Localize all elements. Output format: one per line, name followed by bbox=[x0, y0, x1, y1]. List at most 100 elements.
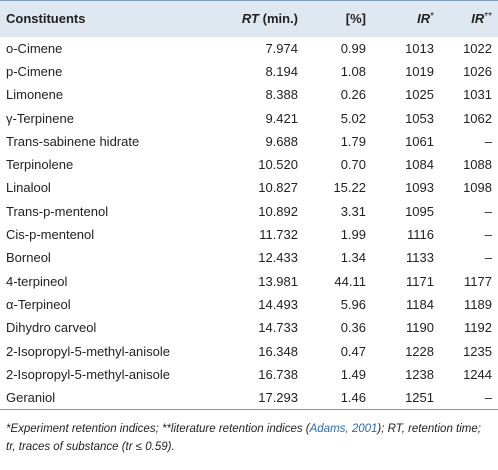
table-cell: 1031 bbox=[463, 87, 492, 103]
table-cell: 1084 bbox=[405, 157, 434, 173]
table-cell: p-Cimene bbox=[6, 63, 63, 79]
table-cell: Linalool bbox=[6, 180, 51, 196]
table-cell: 16.348 bbox=[258, 343, 298, 359]
table-cell: 1062 bbox=[463, 110, 492, 126]
table-cell: 1244 bbox=[463, 366, 492, 382]
table-cell: 1025 bbox=[405, 87, 434, 103]
header-text: IR bbox=[417, 11, 431, 27]
table-cell: 1235 bbox=[463, 343, 492, 359]
table-cell: 1251 bbox=[405, 390, 434, 406]
table-cell: 1.46 bbox=[340, 390, 366, 406]
table-cell: 44.11 bbox=[334, 273, 366, 289]
table-cell: 1019 bbox=[405, 63, 434, 79]
table-cell: 0.47 bbox=[340, 343, 366, 359]
table-row: 2-Isopropyl-5-methyl-anisole 16.738 1.49 12… bbox=[0, 363, 498, 386]
table-cell: 5.02 bbox=[340, 110, 366, 126]
header-cell: IR** bbox=[440, 1, 498, 37]
table-cell: 1088 bbox=[463, 157, 492, 173]
footnote-text: ); RT, retention time; tr, traces of sub… bbox=[6, 423, 481, 454]
header-cell: RT (min.) bbox=[222, 1, 304, 37]
table-header: Constituents RT (min.) [%] IR* IR** bbox=[0, 0, 498, 37]
table-cell: 1184 bbox=[406, 296, 434, 312]
table-cell: – bbox=[484, 227, 492, 243]
header-text: [%] bbox=[345, 11, 366, 27]
table-cell: 1238 bbox=[405, 366, 434, 382]
table-row: Geraniol 17.293 1.46 1251 – bbox=[0, 386, 498, 410]
table-row: p-Cimene 8.194 1.08 1019 1026 bbox=[0, 60, 498, 83]
table-cell: 15.22 bbox=[333, 180, 366, 196]
header-text: (min.) bbox=[259, 11, 298, 27]
table-cell: 1093 bbox=[405, 180, 434, 196]
data-table: Constituents RT (min.) [%] IR* IR** o-Ci… bbox=[0, 0, 498, 411]
table-cell: 13.981 bbox=[258, 273, 298, 289]
table-cell: Geraniol bbox=[6, 390, 56, 406]
table-cell: Cis-p-mentenol bbox=[6, 227, 95, 243]
table-cell: 0.99 bbox=[340, 40, 366, 56]
table-cell: 1095 bbox=[405, 203, 434, 219]
table-cell: – bbox=[484, 203, 492, 219]
table-cell: 8.388 bbox=[265, 87, 298, 103]
table-cell: 8.194 bbox=[265, 63, 298, 79]
table-cell: 1.99 bbox=[340, 227, 366, 243]
footnote: *Experiment retention indices; **literat… bbox=[0, 410, 498, 456]
table-cell: 16.738 bbox=[258, 366, 298, 382]
table-cell: 1190 bbox=[406, 320, 434, 336]
table-cell: 1053 bbox=[405, 110, 434, 126]
header-text: * bbox=[430, 11, 434, 23]
table-cell: 1.08 bbox=[340, 63, 366, 79]
table-cell: Limonene bbox=[6, 87, 64, 103]
table-cell: 9.421 bbox=[265, 110, 298, 126]
table-cell: 5.96 bbox=[340, 296, 366, 312]
table-row: Terpinolene 10.520 0.70 1084 1088 bbox=[0, 153, 498, 176]
table-cell: 4-terpineol bbox=[6, 273, 68, 289]
table-row: 4-terpineol 13.981 44.11 1171 1177 bbox=[0, 269, 498, 292]
table-cell: 2-Isopropyl-5-methyl-anisole bbox=[6, 343, 171, 359]
table-row: Dihydro carveol 14.733 0.36 1190 1192 bbox=[0, 316, 498, 339]
table-cell: 1192 bbox=[464, 320, 492, 336]
table-row: Limonene 8.388 0.26 1025 1031 bbox=[0, 83, 498, 106]
table-cell: 1022 bbox=[463, 40, 492, 56]
table-cell: – bbox=[484, 250, 492, 266]
header-text: ** bbox=[484, 11, 492, 23]
table-cell: 1116 bbox=[407, 227, 434, 243]
table-cell: 1.79 bbox=[340, 133, 366, 149]
table-cell: 0.70 bbox=[340, 157, 366, 173]
table-cell: 7.974 bbox=[265, 40, 298, 56]
header-text: IR bbox=[471, 11, 485, 27]
footnote-text: *Experiment retention indices; **literat… bbox=[6, 423, 310, 436]
table-row: 2-Isopropyl-5-methyl-anisole 16.348 0.47 12… bbox=[0, 339, 498, 362]
table-cell: 0.26 bbox=[340, 87, 366, 103]
table-cell: 1.34 bbox=[340, 250, 366, 266]
table-cell: 1013 bbox=[405, 40, 434, 56]
table-cell: 1.49 bbox=[340, 366, 366, 382]
table-body: o-Cimene 7.974 0.99 1013 1022 p-Cimene 8.194 1.… bbox=[0, 37, 498, 410]
header-text: RT bbox=[241, 11, 259, 27]
header-row: Constituents RT (min.) [%] IR* IR** bbox=[0, 0, 498, 37]
table-cell: 17.293 bbox=[258, 390, 298, 406]
table-cell: 10.892 bbox=[258, 203, 298, 219]
table-cell: α-Terpineol bbox=[6, 296, 71, 312]
table-cell: 1177 bbox=[464, 273, 492, 289]
table-cell: – bbox=[484, 390, 492, 406]
table-cell: Trans-sabinene hidrate bbox=[6, 133, 140, 149]
table-cell: 10.520 bbox=[258, 157, 298, 173]
table-cell: 1228 bbox=[405, 343, 434, 359]
table-cell: 12.433 bbox=[258, 250, 298, 266]
table-cell: 10.827 bbox=[258, 180, 298, 196]
footnote-link: Adams, 2001 bbox=[309, 423, 378, 436]
table-cell: 9.688 bbox=[265, 133, 298, 149]
table-cell: 14.493 bbox=[258, 296, 298, 312]
table-row: Trans-p-mentenol 10.892 3.31 1095 – bbox=[0, 200, 498, 223]
table-cell: Terpinolene bbox=[6, 157, 74, 173]
table-cell: 2-Isopropyl-5-methyl-anisole bbox=[6, 366, 171, 382]
table-row: α-Terpineol 14.493 5.96 1184 1189 bbox=[0, 293, 498, 316]
table-row: Trans-sabinene hidrate 9.688 1.79 1061 – bbox=[0, 130, 498, 153]
table-cell: 1189 bbox=[464, 296, 492, 312]
table-cell: 0.36 bbox=[340, 320, 366, 336]
table-cell: o-Cimene bbox=[6, 40, 63, 56]
header-cell: [%] bbox=[304, 1, 372, 37]
table-cell: Borneol bbox=[6, 250, 51, 266]
table-cell: 1171 bbox=[406, 273, 434, 289]
table-cell: 11.732 bbox=[259, 227, 298, 243]
